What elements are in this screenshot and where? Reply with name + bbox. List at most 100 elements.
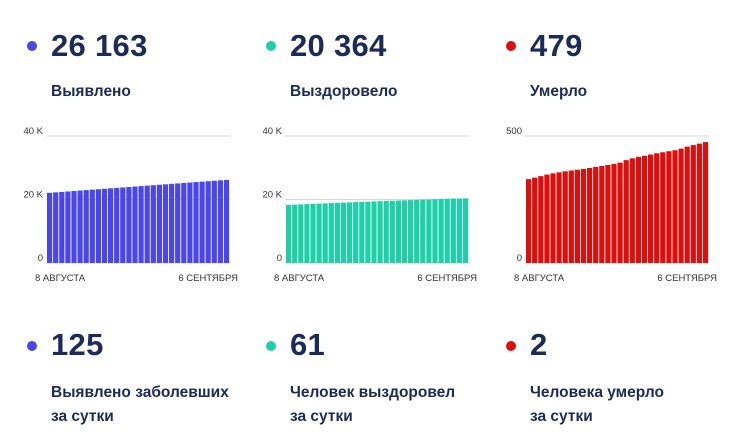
bar bbox=[389, 200, 395, 263]
bar bbox=[462, 198, 469, 263]
bar bbox=[532, 177, 538, 263]
bar bbox=[199, 181, 205, 263]
panel-died: 479 Умерло 0 500 8 АВГУСТА 6 СЕНТЯБРЯ 2 Чел… bbox=[506, 0, 745, 442]
bar bbox=[101, 188, 108, 263]
bar bbox=[359, 201, 365, 263]
bar bbox=[654, 153, 660, 263]
bar bbox=[89, 189, 95, 263]
daily-label-line2: за сутки bbox=[51, 408, 114, 425]
bar bbox=[169, 183, 175, 263]
bar bbox=[544, 174, 550, 263]
total-value: 26 163 bbox=[51, 28, 148, 63]
bar bbox=[690, 145, 696, 263]
bullet-dot bbox=[506, 41, 516, 51]
bar bbox=[181, 182, 187, 263]
bar bbox=[347, 202, 353, 263]
bullet-dot bbox=[506, 341, 516, 351]
bullet-dot bbox=[266, 41, 276, 51]
bar bbox=[217, 180, 223, 263]
bar bbox=[371, 201, 377, 263]
bar bbox=[316, 203, 322, 263]
bar bbox=[138, 186, 144, 263]
panel-detected: 26 163 Выявлено 0 20 K 40 K 8 АВГУСТА 6 СЕНТ… bbox=[23, 0, 267, 442]
total-label: Выздоровело bbox=[290, 83, 398, 100]
bar bbox=[641, 155, 648, 263]
bar bbox=[304, 204, 310, 263]
bar bbox=[696, 143, 702, 263]
chart-died: 0 500 8 АВГУСТА 6 СЕНТЯБРЯ bbox=[490, 122, 730, 287]
x-tick-label-end: 6 СЕНТЯБРЯ bbox=[417, 273, 477, 284]
bar-chart: 0 500 8 АВГУСТА 6 СЕНТЯБРЯ bbox=[506, 126, 717, 284]
bar bbox=[114, 187, 120, 263]
bar bbox=[574, 169, 580, 263]
bar bbox=[623, 160, 629, 263]
daily-label-line1: Человек выздоровел bbox=[290, 384, 456, 401]
bar bbox=[205, 181, 211, 263]
bullet-dot bbox=[27, 41, 37, 51]
bar bbox=[156, 184, 162, 263]
y-tick-label: 40 K bbox=[262, 126, 282, 137]
y-tick-label: 40 K bbox=[23, 126, 43, 137]
bar bbox=[59, 191, 65, 263]
bar bbox=[298, 204, 304, 263]
bar bbox=[401, 200, 408, 263]
bar bbox=[666, 151, 672, 263]
bar bbox=[365, 201, 371, 263]
bar bbox=[672, 150, 678, 263]
bar bbox=[340, 202, 347, 263]
total-value: 479 bbox=[530, 28, 583, 63]
bar bbox=[526, 179, 532, 263]
bar bbox=[420, 199, 426, 263]
bar bbox=[193, 182, 199, 263]
bar bbox=[83, 190, 89, 263]
daily-label-line1: Выявлено заболевших bbox=[51, 384, 229, 401]
bar bbox=[444, 198, 450, 263]
bar bbox=[383, 200, 389, 263]
bar bbox=[538, 176, 544, 263]
bar bbox=[175, 183, 181, 263]
chart-detected: 0 20 K 40 K 8 АВГУСТА 6 СЕНТЯБРЯ bbox=[11, 122, 251, 287]
bar bbox=[322, 203, 328, 263]
daily-label: Выявлено заболевших за сутки bbox=[51, 381, 229, 429]
daily-value: 125 bbox=[51, 327, 104, 362]
bar bbox=[211, 180, 217, 263]
bar bbox=[328, 203, 334, 263]
bar bbox=[150, 185, 156, 263]
bullet-dot bbox=[27, 341, 37, 351]
bar bbox=[77, 190, 83, 263]
daily-label-line2: за сутки bbox=[530, 408, 593, 425]
bullet-dot bbox=[266, 341, 276, 351]
bar bbox=[684, 146, 690, 263]
bar bbox=[395, 200, 401, 263]
bar bbox=[286, 204, 292, 263]
bar bbox=[408, 200, 414, 263]
bar bbox=[611, 163, 617, 263]
bar bbox=[660, 152, 666, 263]
y-tick-label: 0 bbox=[38, 253, 43, 264]
chart-recovered: 0 20 K 40 K 8 АВГУСТА 6 СЕНТЯБРЯ bbox=[250, 122, 490, 287]
bar-chart: 0 20 K 40 K 8 АВГУСТА 6 СЕНТЯБРЯ bbox=[262, 126, 477, 284]
daily-label-line1: Человека умерло bbox=[530, 384, 664, 401]
bar bbox=[599, 165, 605, 263]
bar bbox=[562, 171, 568, 263]
bar bbox=[144, 185, 150, 263]
bar bbox=[108, 188, 114, 263]
daily-value: 61 bbox=[290, 327, 326, 362]
daily-label: Человека умерло за сутки bbox=[530, 381, 664, 429]
bar-chart: 0 20 K 40 K 8 АВГУСТА 6 СЕНТЯБРЯ bbox=[23, 126, 238, 284]
x-tick-label-start: 8 АВГУСТА bbox=[274, 273, 325, 284]
bar bbox=[568, 170, 574, 263]
bar bbox=[648, 154, 654, 263]
total-label: Умерло bbox=[530, 83, 588, 100]
y-tick-label: 20 K bbox=[23, 190, 43, 201]
bar bbox=[702, 142, 709, 263]
daily-value: 2 bbox=[530, 327, 548, 362]
daily-label: Человек выздоровел за сутки bbox=[290, 381, 455, 429]
x-tick-label-start: 8 АВГУСТА bbox=[35, 273, 86, 284]
total-label: Выявлено bbox=[51, 83, 131, 100]
bar bbox=[550, 173, 556, 263]
bar bbox=[65, 191, 71, 263]
bar bbox=[450, 198, 456, 263]
y-tick-label: 0 bbox=[517, 253, 522, 264]
bar bbox=[132, 186, 138, 263]
